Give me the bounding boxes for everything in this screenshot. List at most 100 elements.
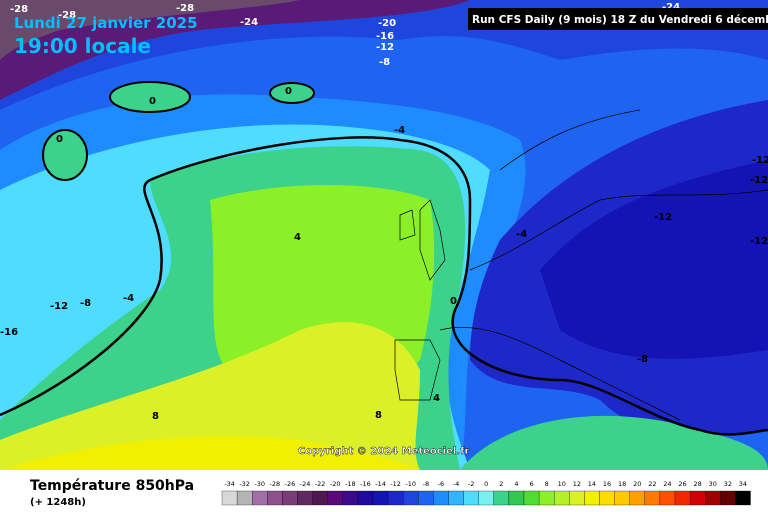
contour-label: -24 xyxy=(240,17,258,28)
legend-tick: -6 xyxy=(438,480,444,488)
contour-label: -8 xyxy=(80,298,91,309)
legend-swatch xyxy=(342,490,359,506)
contour-label: -12 xyxy=(750,175,768,186)
legend-swatch xyxy=(297,490,313,506)
legend-swatch xyxy=(387,490,404,506)
legend-tick: -14 xyxy=(375,480,386,488)
contour-label: -12 xyxy=(376,42,394,53)
legend-swatch xyxy=(221,490,238,506)
legend-swatch xyxy=(599,490,615,506)
contour-label: -16 xyxy=(376,31,394,42)
legend-swatch xyxy=(282,490,298,506)
legend-tick: 20 xyxy=(633,480,641,488)
legend-swatch xyxy=(478,490,494,506)
legend-tick: 18 xyxy=(618,480,626,488)
contour-label: -28 xyxy=(10,4,28,15)
legend-swatch xyxy=(252,490,268,506)
legend-tick: 0 xyxy=(484,480,488,488)
contour-label: -8 xyxy=(637,354,648,365)
legend-swatch xyxy=(735,490,751,506)
legend-tick: 4 xyxy=(514,480,518,488)
contour-label: -24 xyxy=(662,2,680,13)
legend-swatch xyxy=(327,490,343,506)
contour-label: -12 xyxy=(750,236,768,247)
legend-swatch xyxy=(493,490,510,506)
header: Lundi 27 janvier 2025 19:00 locale Run C… xyxy=(14,8,768,457)
legend-swatch xyxy=(448,490,464,506)
legend-swatch xyxy=(644,490,661,506)
legend-swatch xyxy=(720,490,736,506)
legend-tick: -22 xyxy=(315,480,326,488)
footer-title: Température 850hPa xyxy=(30,478,194,494)
contour-label: -28 xyxy=(176,3,194,14)
contour-label: 4 xyxy=(433,393,440,404)
legend-tick: 22 xyxy=(648,480,656,488)
legend-tick: -28 xyxy=(270,480,281,488)
legend-tick: -34 xyxy=(224,480,235,488)
legend-swatch xyxy=(554,490,570,506)
legend-tick: 24 xyxy=(663,480,671,488)
contour-label: -8 xyxy=(379,57,390,68)
legend-swatch xyxy=(463,490,479,506)
legend-tick: -4 xyxy=(453,480,459,488)
legend-swatch xyxy=(689,490,706,506)
coastlines xyxy=(394,109,768,421)
legend-tick: 2 xyxy=(499,480,503,488)
legend-swatch xyxy=(569,490,585,506)
legend-tick: -26 xyxy=(285,480,296,488)
contour-label: -4 xyxy=(516,229,527,240)
contour-label: -4 xyxy=(394,125,405,136)
legend-tick: 28 xyxy=(694,480,702,488)
contour-label: 0 xyxy=(285,86,292,97)
legend-swatch xyxy=(312,490,328,506)
legend-tick: 16 xyxy=(603,480,611,488)
legend-tick: 8 xyxy=(545,480,549,488)
legend-swatch xyxy=(418,490,434,506)
legend-swatch xyxy=(372,490,389,506)
run-label: Run CFS Daily (9 mois) 18 Z du Vendredi … xyxy=(472,14,768,26)
legend-tick: -24 xyxy=(300,480,311,488)
legend-swatch xyxy=(659,490,676,506)
legend-swatch xyxy=(267,490,283,506)
contour-label: 4 xyxy=(294,232,301,243)
color-legend: -34 -32 -30 -28 -26 -24 -22 -20 -18 -16 -14 -12 -10-… xyxy=(221,480,751,506)
copyright: Copyright © 2024 Meteociel.fr xyxy=(298,446,469,457)
legend-tick: -2 xyxy=(468,480,474,488)
contour-label: 0 xyxy=(56,134,63,145)
time-label: 19:00 locale xyxy=(14,34,151,58)
map-background xyxy=(0,0,768,470)
legend-tick: -20 xyxy=(330,480,341,488)
contour-label: -12 xyxy=(654,212,672,223)
legend-swatch xyxy=(403,490,419,506)
footer-lead: (+ 1248h) xyxy=(30,497,86,508)
legend-swatch xyxy=(357,490,374,506)
legend-tick: 14 xyxy=(588,480,596,488)
contour-label: -20 xyxy=(378,18,396,29)
contour-label: -4 xyxy=(123,293,134,304)
legend-swatch xyxy=(705,490,721,506)
contour-label: -28 xyxy=(58,10,76,21)
legend-swatch xyxy=(236,490,253,506)
legend-tick: 32 xyxy=(724,480,732,488)
legend-swatch xyxy=(538,490,555,506)
legend-tick: 10 xyxy=(558,480,566,488)
legend-tick: -10 xyxy=(405,480,416,488)
legend-tick: -30 xyxy=(254,480,265,488)
legend-swatch xyxy=(584,490,600,506)
legend-tick: 30 xyxy=(709,480,717,488)
legend-tick: 6 xyxy=(529,480,533,488)
legend-tick: -16 xyxy=(360,480,371,488)
contour-label: 8 xyxy=(375,410,382,421)
legend-tick: 34 xyxy=(739,480,747,488)
legend-tick: -8 xyxy=(423,480,429,488)
contour-label: 8 xyxy=(152,411,159,422)
legend-swatch xyxy=(674,490,691,506)
legend-tick: 12 xyxy=(573,480,581,488)
contour-label: 0 xyxy=(149,96,156,107)
legend-swatch xyxy=(629,490,645,506)
contour-labels: -28-28-28-24-24-20-16-12-8000-4-12-12-12… xyxy=(0,2,768,422)
legend-tick: 26 xyxy=(678,480,686,488)
legend-swatch xyxy=(508,490,525,506)
legend-swatch xyxy=(614,490,630,506)
contour-label: -12 xyxy=(50,301,68,312)
